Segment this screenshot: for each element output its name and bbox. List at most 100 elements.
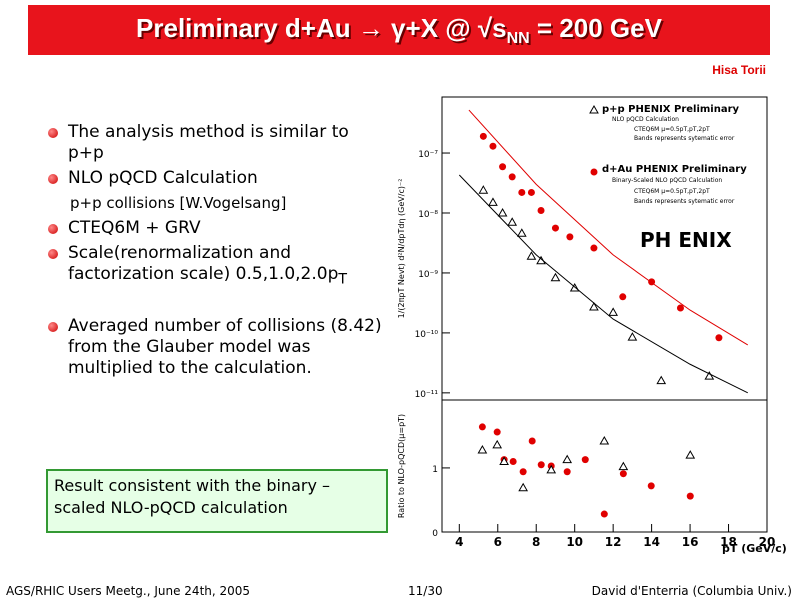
legend-entry: CTEQ6M μ=0.5pT,pT,2pT [634,126,710,133]
bullet-text: The analysis method is similar to p+p [68,122,349,163]
point [686,492,694,500]
title-end: = 200 GeV [529,13,662,43]
x-tick-label: 4 [455,535,463,549]
point [546,464,557,474]
note: Result consistent with the binary – scal… [46,469,388,533]
point [608,307,619,316]
point [509,458,517,466]
point [526,251,537,260]
point [590,244,598,252]
x-tick-label: 10 [566,535,583,549]
point [488,197,498,206]
x-tick-label: 14 [643,535,660,549]
y-tick-label: 10⁻⁷ [418,150,438,160]
legend-entry: d+Au PHENIX Preliminary [602,164,747,175]
bullet-text: NLO pQCD Calculation [68,168,258,188]
point [518,188,526,196]
y-axis-label: Ratio to NLO-pQCD(μ=pT) [397,414,406,518]
footer-center: 11/30 [408,584,443,598]
legend-marker [590,168,598,176]
point [566,233,574,241]
x-axis-label: pT (GeV/c) [722,542,787,555]
theory-curve [468,109,749,346]
bullet: Averaged number of collisions (8.42) fro… [48,316,388,379]
x-tick-label: 6 [494,535,502,549]
bullet-text: CTEQ6M + GRV [68,218,201,238]
point [647,482,655,490]
legend-entry: p+p PHENIX Preliminary [602,104,740,115]
footer-right: David d'Enterria (Columbia Univ.) [591,584,792,598]
footer-left: AGS/RHIC Users Meetg., June 24th, 2005 [6,584,251,598]
logo: PH ENIX [640,228,732,252]
point [704,371,715,380]
author: Hisa Torii [712,63,766,77]
bullet: CTEQ6M + GRV [48,218,388,239]
x-tick-label: 12 [605,535,622,549]
point [493,428,501,436]
legend-entry: Bands represents sytematic error [634,198,735,205]
bullets: The analysis method is similar to p+p NLO… [48,122,388,383]
point [477,444,488,454]
point [536,255,546,265]
point [599,436,610,445]
title-sub: NN [506,30,530,48]
point [527,188,535,196]
point [562,454,573,464]
legend-entry: Bands represents sytematic error [634,135,735,142]
x-tick-label: 16 [682,535,699,549]
point [715,334,723,342]
point [518,482,529,492]
legend-entry: Binary-Scaled NLO pQCD Calculation [612,177,722,184]
y-tick-label: 10⁻¹¹ [415,390,439,400]
title: Preliminary d+Au → γ+X @ √s [136,13,507,43]
bullet-text: Averaged number of collisions (8.42) fro… [68,316,382,379]
point [619,470,627,478]
point [537,207,545,215]
point [676,304,684,312]
bullet-text: Scale(renormalization and factorization … [68,243,339,284]
y-tick-label: 10⁻⁹ [418,270,438,280]
frame [441,399,768,533]
point [508,173,516,181]
point [489,142,497,150]
point [685,450,696,459]
title-bar: Preliminary d+Au → γ+X @ √sNN = 200 GeV [28,5,770,55]
point [589,302,599,311]
bullet-text: p+p collisions [W.Vogelsang] [70,194,287,212]
y-tick-label: 0 [432,529,438,539]
point [497,207,508,217]
point [507,217,518,226]
bullet: Scale(renormalization and factorization … [48,243,388,290]
point [478,423,486,431]
y-tick-label: 10⁻⁸ [418,210,438,220]
y-axis-label: 1/(2πpT Nevt) d²N/dpTdη (GeV/c)⁻² [397,179,406,319]
bullet-sub: T [338,271,348,288]
point [656,375,667,385]
point [551,224,559,232]
theory-curve [458,174,748,394]
legend-marker [589,104,599,114]
legend-entry: CTEQ6M μ=0.5pT,pT,2pT [634,188,710,195]
point [550,272,561,282]
point [499,163,507,171]
x-tick-label: 20 [759,535,776,549]
point [563,468,571,476]
y-tick-label: 1 [432,465,438,475]
point [492,439,503,449]
bullet: NLO pQCD Calculation [48,168,388,189]
point [581,456,589,464]
bullet: p+p collisions [W.Vogelsang] [48,193,388,214]
bullet: The analysis method is similar to p+p [48,122,388,164]
point [499,456,509,466]
point [519,468,527,476]
point [479,132,487,140]
point [516,228,527,237]
y-tick-label: 10⁻¹⁰ [415,330,439,340]
point [600,510,608,518]
point [618,461,629,471]
point [619,293,627,301]
point [478,185,489,194]
point [528,437,536,445]
